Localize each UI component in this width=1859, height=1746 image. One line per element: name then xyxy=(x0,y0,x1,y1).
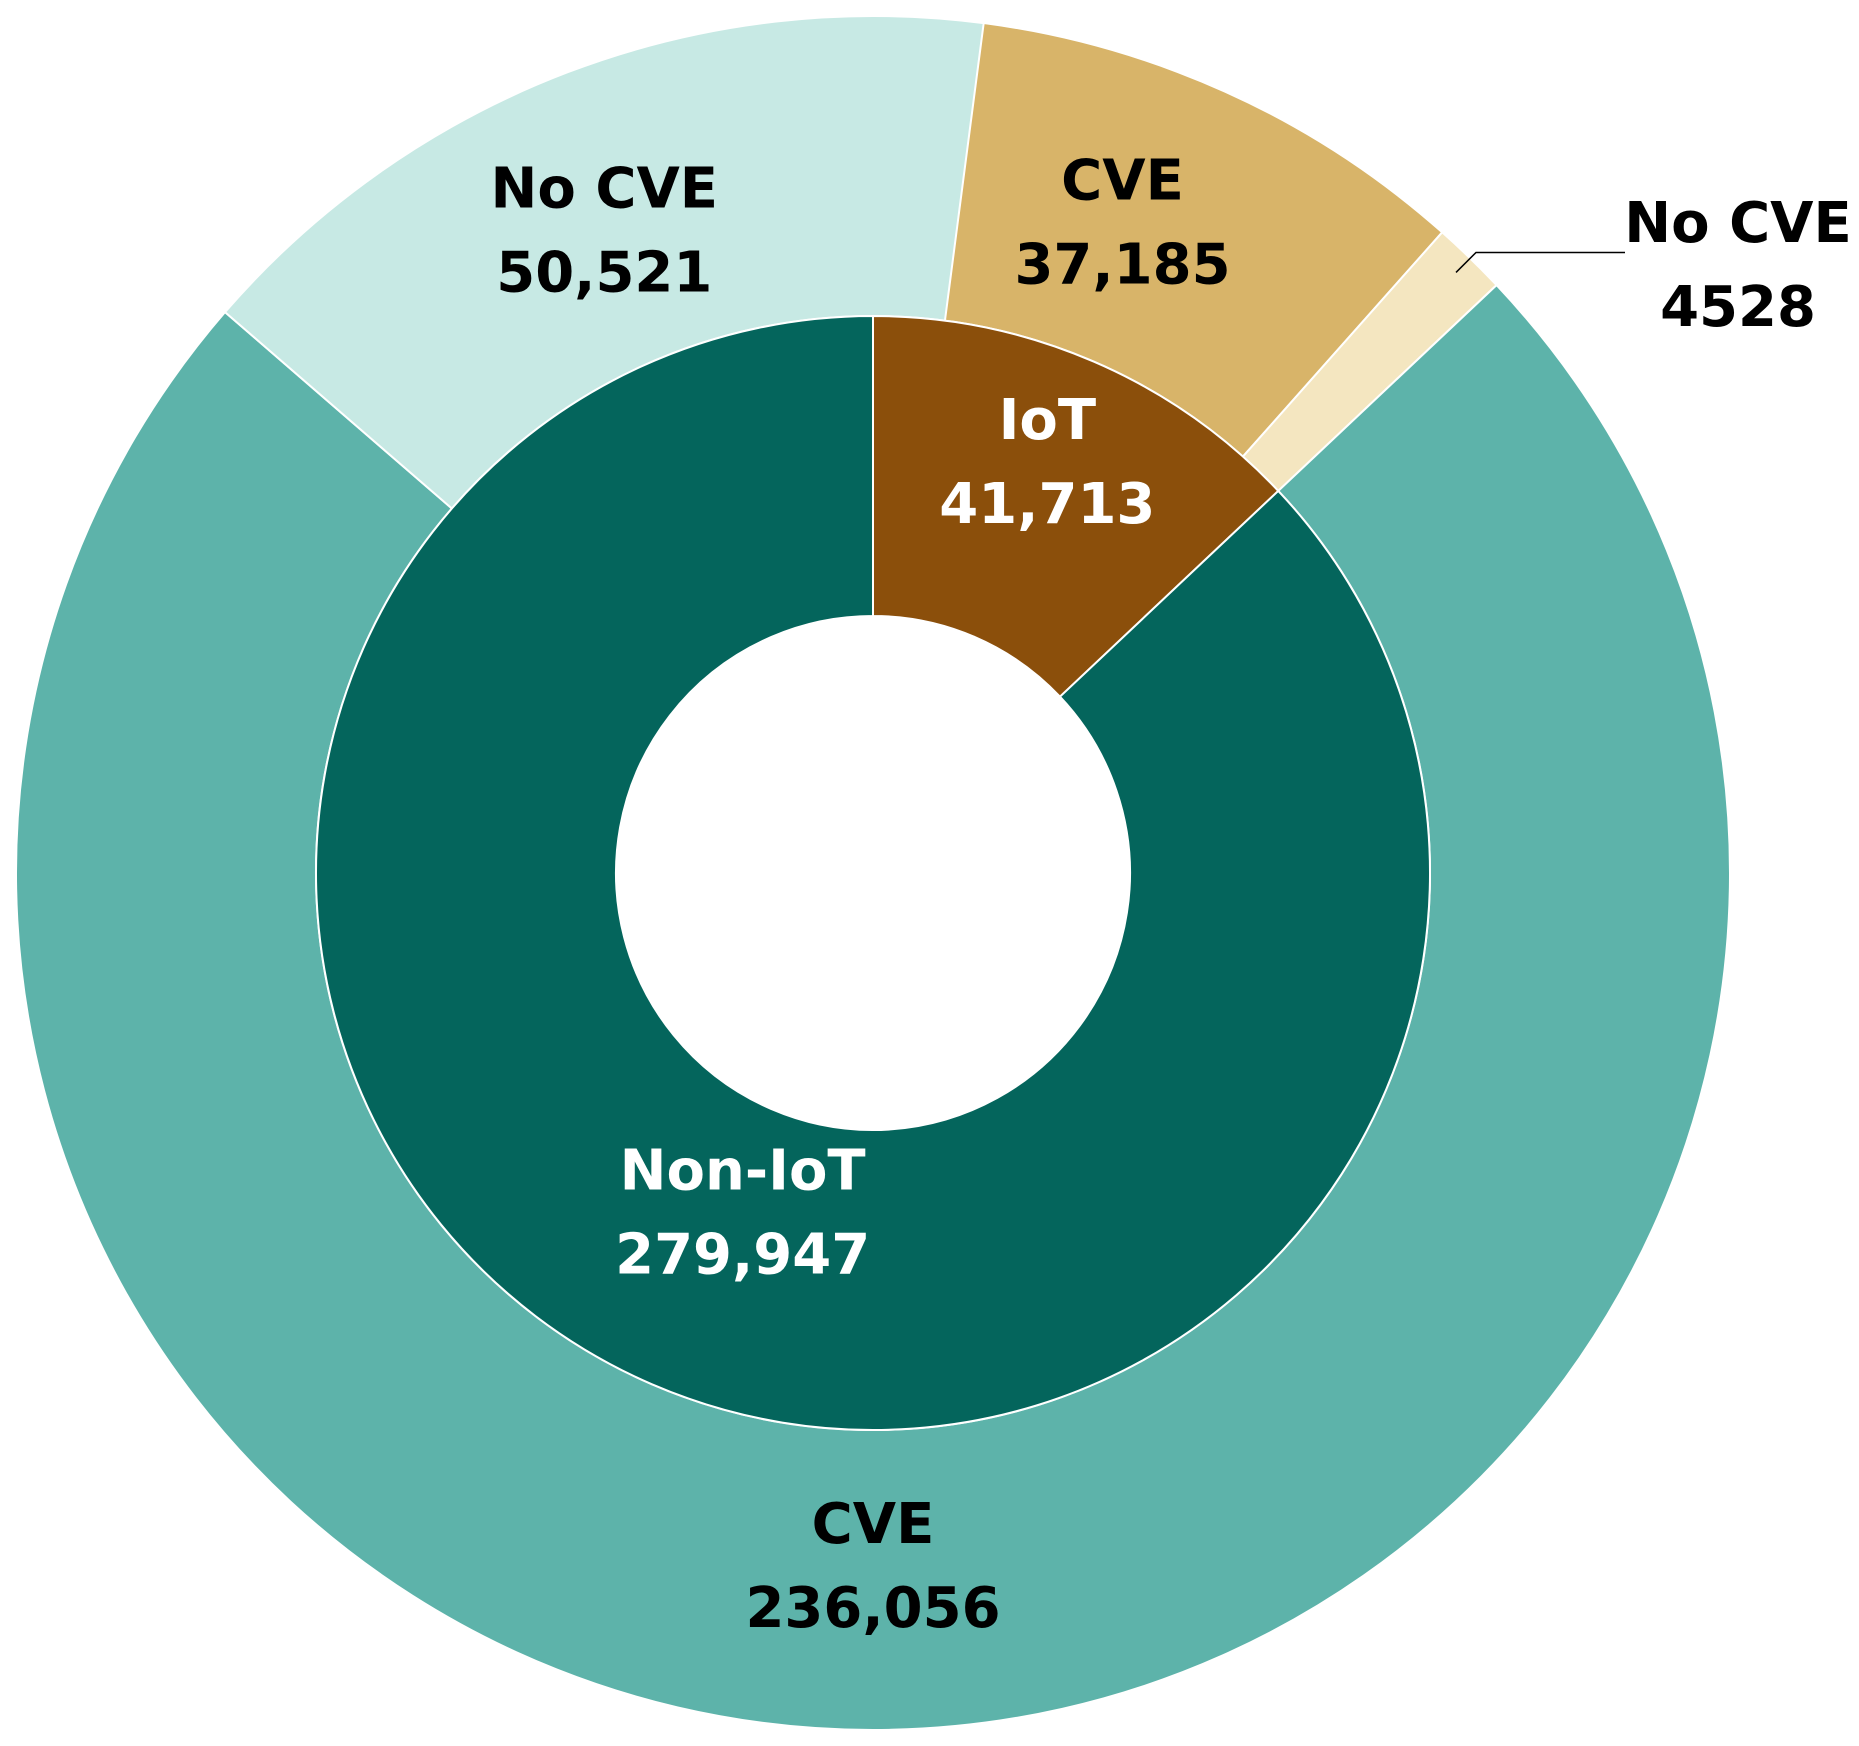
inner-iot-label: IoT 41,713 xyxy=(939,388,1155,537)
outer-iot-no-cve-label: No CVE 4528 xyxy=(1624,191,1852,340)
outer-non-iot-no-cve-value-label: 50,521 xyxy=(496,240,712,305)
inner-non-iot-category-label: Non-IoT xyxy=(620,1138,866,1203)
outer-non-iot-cve-category-label: CVE xyxy=(812,1492,935,1557)
outer-iot-no-cve-leader-line xyxy=(1455,251,1625,273)
inner-slice-non-iot xyxy=(315,314,1431,1431)
callouts xyxy=(1455,251,1625,273)
outer-non-iot-cve-label: CVE 236,056 xyxy=(745,1492,1000,1641)
inner-iot-value-label: 41,713 xyxy=(939,472,1155,537)
outer-iot-no-cve-value-label: 4528 xyxy=(1660,275,1816,340)
outer-iot-no-cve-category-label: No CVE xyxy=(1624,191,1852,256)
outer-non-iot-no-cve-category-label: No CVE xyxy=(491,156,719,221)
outer-iot-cve-label: CVE 37,185 xyxy=(1014,149,1230,298)
outer-iot-cve-category-label: CVE xyxy=(1061,149,1184,214)
outer-non-iot-cve-value-label: 236,056 xyxy=(745,1576,1000,1641)
inner-non-iot-value-label: 279,947 xyxy=(615,1222,870,1287)
inner-non-iot-label: Non-IoT 279,947 xyxy=(615,1138,870,1287)
inner-slice-iot xyxy=(872,314,1280,699)
inner-iot-category-label: IoT xyxy=(999,388,1097,453)
outer-non-iot-no-cve-label: No CVE 50,521 xyxy=(491,156,719,305)
outer-iot-cve-value-label: 37,185 xyxy=(1014,233,1230,298)
labels: IoT 41,713 Non-IoT 279,947 CVE 37,185 No CVE 45… xyxy=(491,149,1852,1641)
inner-ring xyxy=(315,314,1431,1431)
outer-ring xyxy=(15,14,1731,1731)
